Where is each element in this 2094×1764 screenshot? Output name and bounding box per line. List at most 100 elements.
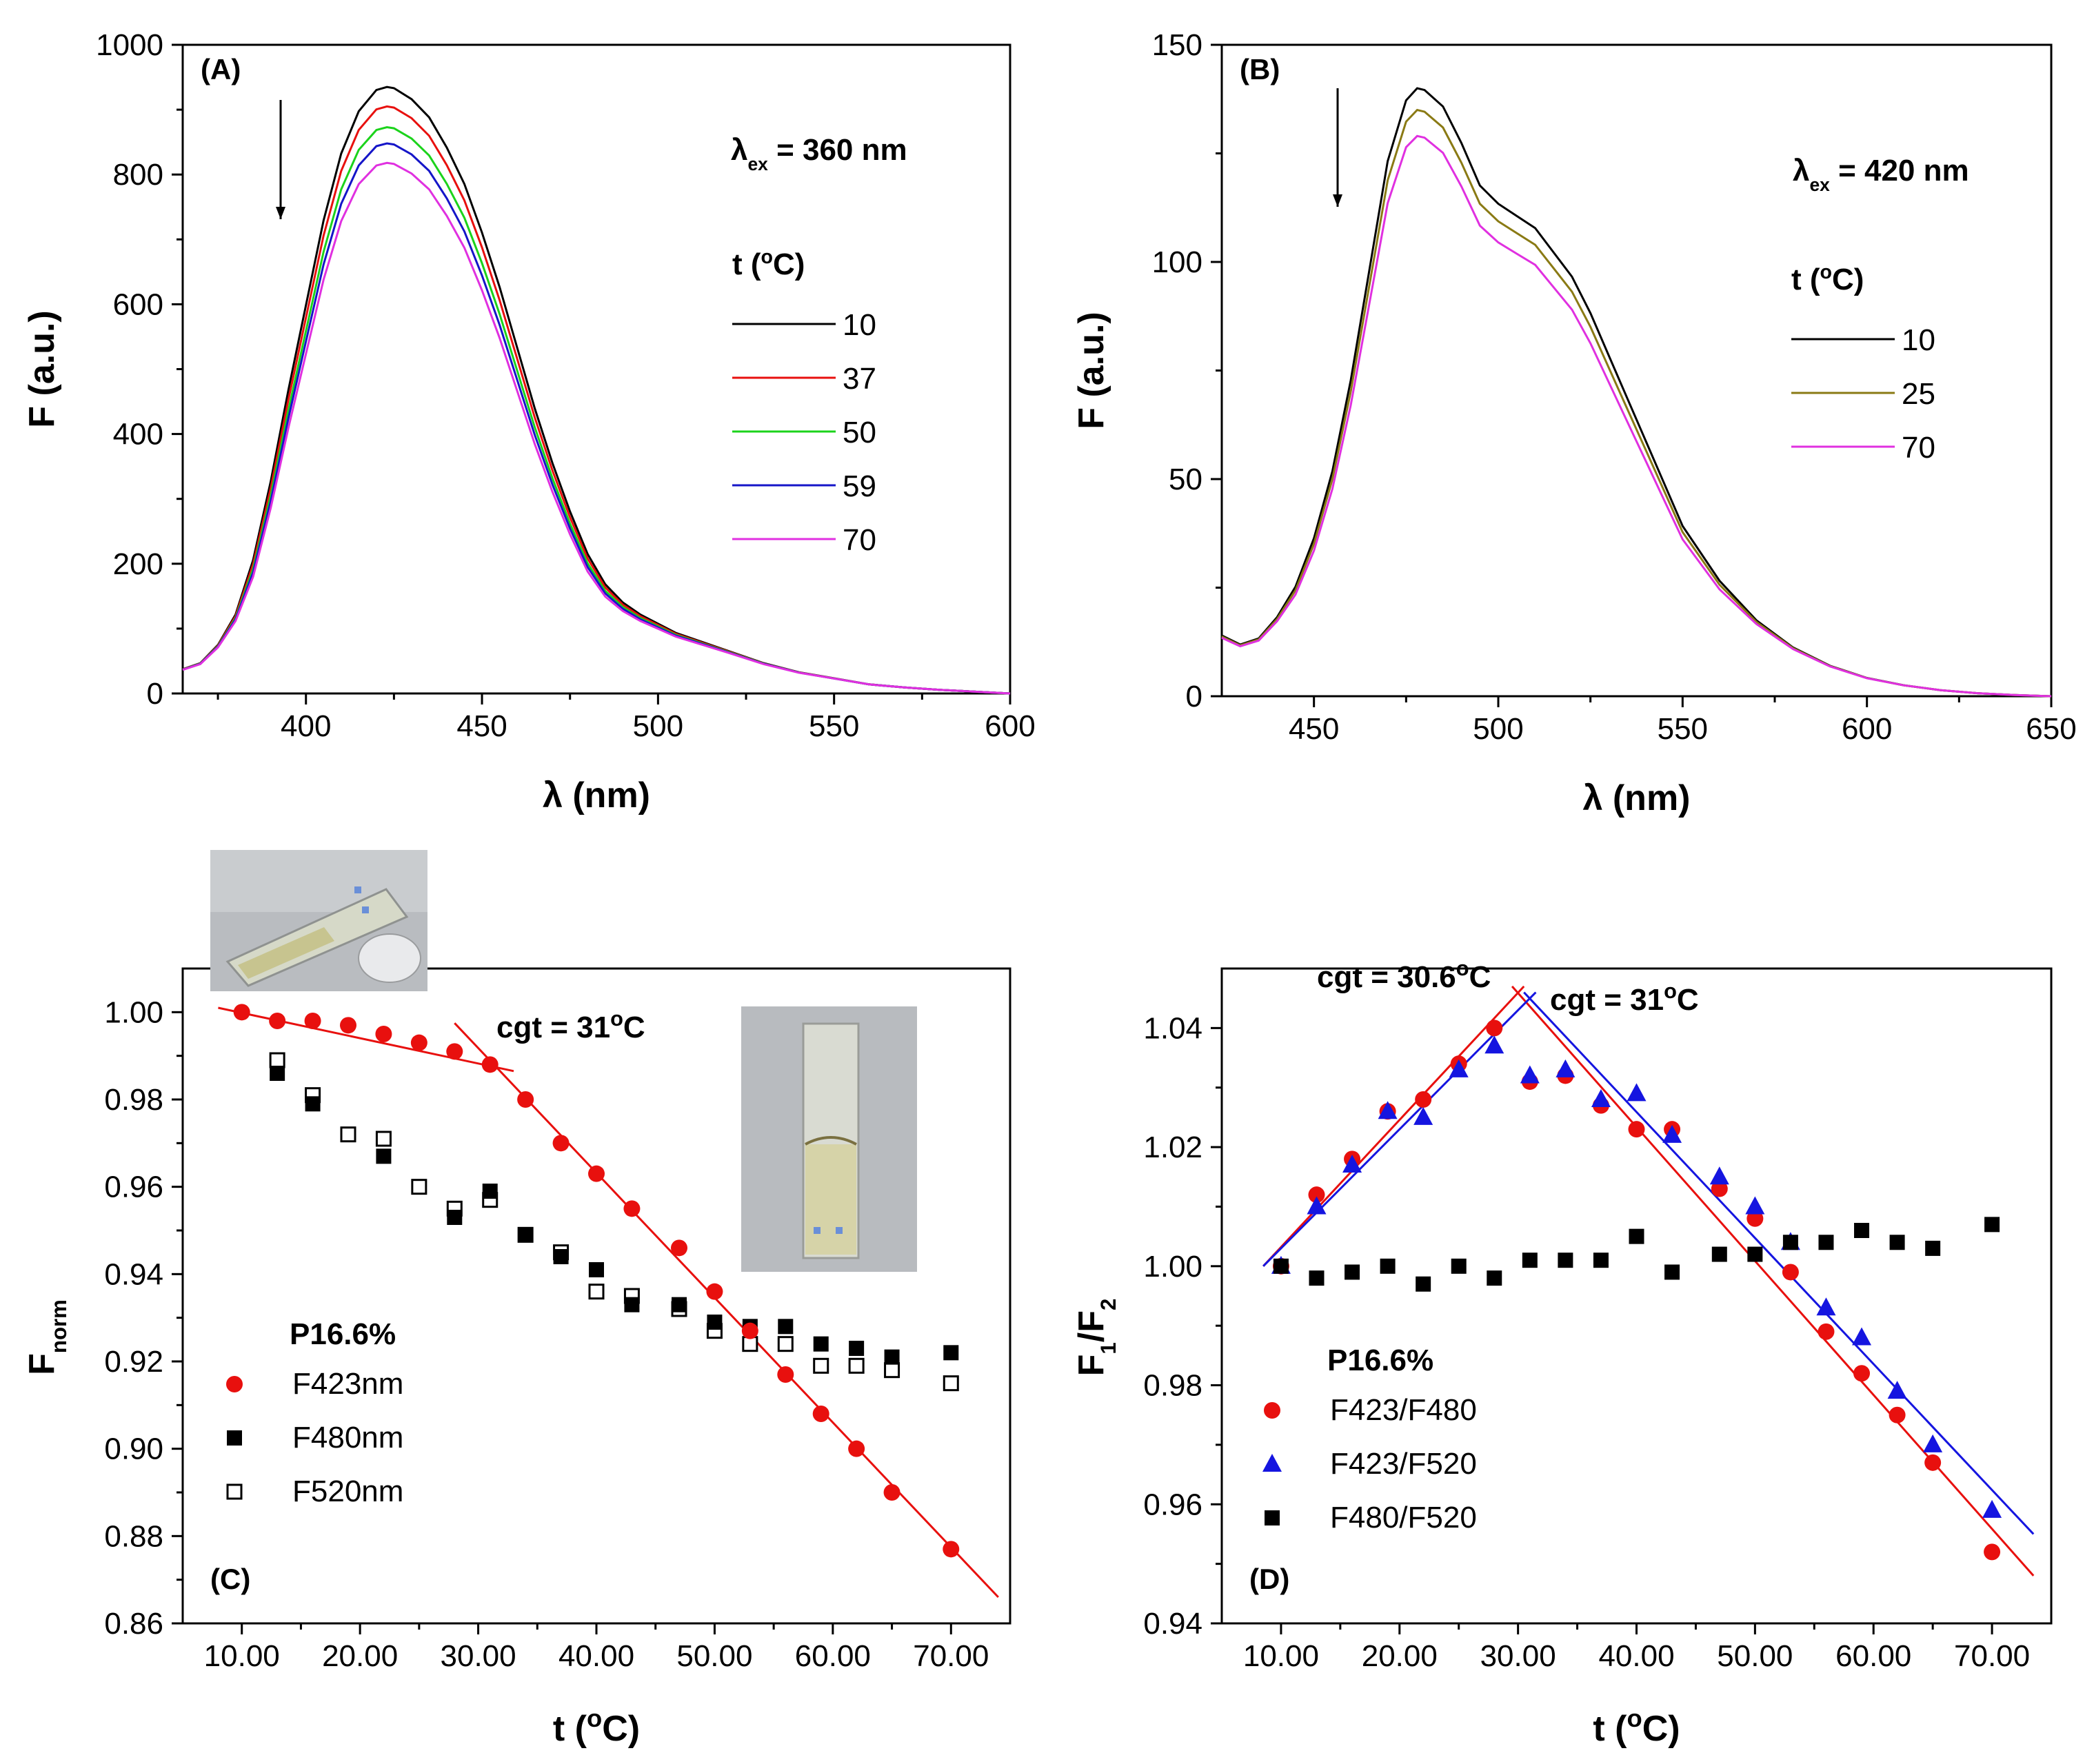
y-tick-label: 0.88: [104, 1519, 163, 1553]
legend-marker-F423nm: [226, 1376, 243, 1392]
fit-line: [1262, 985, 1525, 1267]
data-point-F423nm: [848, 1440, 865, 1457]
data-point-F480/F520: [1711, 1246, 1727, 1262]
data-point-F480/F520: [1664, 1264, 1680, 1280]
data-point-F520nm: [943, 1375, 959, 1392]
data-point-F480nm: [270, 1066, 285, 1081]
data-point-F480/F520: [1593, 1253, 1609, 1268]
legend-entry-F423/F520: F423/F520: [1330, 1447, 1477, 1481]
data-point-F423nm: [943, 1541, 960, 1558]
data-point-F423/F520: [1413, 1106, 1433, 1125]
legend-entry-59: 59: [843, 469, 876, 503]
x-tick-label: 400: [281, 709, 331, 743]
cuvette-photos: [210, 850, 917, 1272]
data-point-F423/F480: [1746, 1210, 1764, 1227]
data-point-F480/F520: [1487, 1270, 1502, 1286]
data-point-F480/F520: [1984, 1217, 2000, 1233]
data-point-F423/F520: [1887, 1381, 1907, 1399]
data-point-F480/F520: [1380, 1258, 1396, 1274]
data-point-F423/F520: [1709, 1166, 1729, 1185]
data-point-F423nm: [588, 1165, 605, 1182]
data-point-F480/F520: [1522, 1253, 1538, 1268]
data-point-F423/F520: [1449, 1059, 1469, 1077]
y-tick-label: 0: [1186, 680, 1202, 713]
data-point-F423nm: [552, 1135, 570, 1152]
data-point-F423nm: [340, 1017, 356, 1034]
data-point-F480/F520: [1345, 1264, 1360, 1280]
data-point-F520nm: [777, 1336, 794, 1352]
data-point-F480/F520: [1925, 1240, 1941, 1256]
data-point-F520nm: [411, 1179, 427, 1195]
data-point-F423nm: [883, 1484, 900, 1501]
legend-entry-F520nm: F520nm: [292, 1474, 403, 1508]
data-point-F423nm: [777, 1366, 794, 1383]
y-tick-label: 0.98: [104, 1083, 163, 1117]
cgt-annotation: cgt = 31oC: [496, 1006, 645, 1045]
cuvette-liquid: [238, 927, 334, 979]
x-tick-label: 450: [456, 709, 507, 743]
fit-line: [218, 1006, 514, 1073]
legend-entry-25: 25: [1902, 377, 1935, 411]
data-point-F480nm: [305, 1096, 321, 1112]
panel-c: 10.00 20.00 30.00 40.00 50.00 60.00 70.00 0.86 0…: [22, 967, 1011, 1750]
y-axis-label: Fnorm: [22, 1299, 71, 1375]
cuvette-mark: [814, 1227, 821, 1234]
data-point-F480/F520: [1854, 1223, 1870, 1238]
y-tick-label: 0.94: [1143, 1607, 1202, 1641]
data-point-F480/F520: [1558, 1253, 1573, 1268]
x-tick-label: 600: [1842, 712, 1892, 746]
legend-entry-70: 70: [843, 523, 876, 557]
x-tick-label: 70.00: [913, 1639, 989, 1673]
data-point-F423nm: [517, 1091, 534, 1108]
data-point-F423nm: [812, 1406, 829, 1422]
data-point-F520nm: [269, 1052, 285, 1068]
spectrum-line-70: [182, 161, 1011, 695]
x-tick-label: 50.00: [1717, 1639, 1793, 1673]
legend-title: P16.6%: [1327, 1344, 1433, 1377]
legend-entry-10: 10: [1902, 323, 1935, 357]
x-tick-label: 70.00: [1954, 1639, 2030, 1673]
cuvette-cap: [358, 933, 421, 983]
fit-line: [1511, 985, 2035, 1577]
data-point-F480nm: [589, 1262, 604, 1277]
meniscus: [805, 1136, 857, 1146]
y-tick-label: 1.00: [1143, 1250, 1202, 1284]
data-point-F480nm: [518, 1227, 534, 1243]
panel-d: 10.00 20.00 30.00 40.00 50.00 60.00 70.00 0.94 0…: [1071, 956, 2053, 1749]
x-axis-label: t (oC): [553, 1704, 640, 1750]
data-point-F423/F520: [1307, 1196, 1327, 1215]
fit-line: [1523, 991, 2035, 1535]
data-point-F423/F480: [1853, 1365, 1871, 1382]
data-point-F480nm: [707, 1315, 723, 1330]
data-point-F423/F520: [1745, 1196, 1765, 1215]
cgt-annotation-blue: cgt = 31oC: [1550, 979, 1699, 1017]
x-tick-label: 600: [985, 709, 1035, 743]
y-tick-label: 0.86: [104, 1607, 163, 1641]
data-point-F423nm: [481, 1056, 499, 1073]
data-point-F480nm: [884, 1349, 900, 1365]
data-point-F520nm: [375, 1131, 392, 1147]
excitation-label: λex = 420 nm: [1793, 154, 1969, 195]
panel-label: (C): [210, 1563, 250, 1595]
data-point-F423/F480: [1924, 1454, 1942, 1471]
x-tick-label: 20.00: [1362, 1639, 1438, 1673]
data-point-F480/F520: [1747, 1246, 1763, 1262]
y-tick-label: 200: [113, 547, 163, 581]
data-point-F423nm: [623, 1200, 641, 1217]
x-tick-label: 500: [633, 709, 683, 743]
arrow-head: [276, 207, 285, 219]
legend-marker-F520nm: [226, 1483, 243, 1500]
data-point-F423/F520: [1591, 1089, 1611, 1107]
x-tick-label: 60.00: [795, 1639, 871, 1673]
x-tick-label: 650: [2026, 712, 2076, 746]
data-point-F480/F520: [1818, 1235, 1834, 1250]
data-point-F480/F520: [1309, 1270, 1325, 1286]
legend-marker-F423/F520: [1262, 1454, 1282, 1472]
data-point-F480nm: [849, 1341, 865, 1356]
data-point-F423/F520: [1816, 1297, 1836, 1316]
legend-title: P16.6%: [290, 1317, 396, 1351]
x-tick-label: 20.00: [322, 1639, 398, 1673]
legend-entry-F423nm: F423nm: [292, 1367, 403, 1401]
y-tick-label: 0.90: [104, 1432, 163, 1466]
y-tick-label: 0: [147, 677, 163, 711]
